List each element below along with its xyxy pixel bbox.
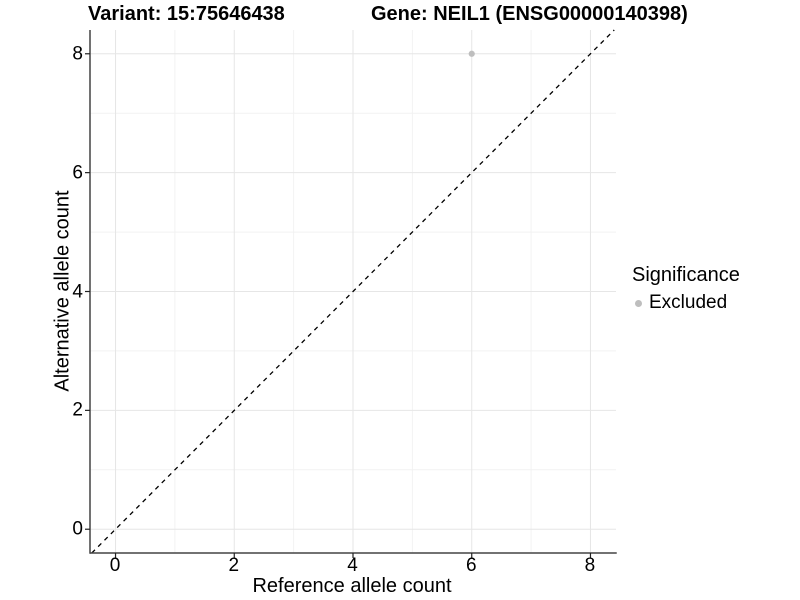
legend-item-excluded: Excluded bbox=[630, 292, 740, 314]
y-tick-label: 6 bbox=[72, 162, 83, 184]
x-tick-label: 4 bbox=[347, 555, 358, 576]
y-tick-label: 4 bbox=[72, 281, 83, 302]
data-point bbox=[468, 50, 475, 57]
y-axis-title: Alternative allele count bbox=[51, 190, 74, 392]
y-tick-label: 8 bbox=[72, 43, 83, 65]
legend: Significance Excluded bbox=[630, 264, 740, 314]
identity-reference-line bbox=[90, 29, 615, 554]
x-tick-label: 6 bbox=[465, 555, 477, 576]
x-tick-label: 8 bbox=[584, 555, 596, 576]
plot-title-gene: Gene: NEIL1 (ENSG00000140398) bbox=[371, 3, 688, 25]
plot-title-variant: Variant: 15:75646438 bbox=[88, 3, 285, 25]
plot-panel bbox=[84, 29, 617, 558]
x-tick-label: 2 bbox=[228, 555, 240, 576]
legend-key-dot-icon bbox=[635, 299, 642, 307]
y-tick-label: 2 bbox=[72, 399, 83, 421]
legend-item-label: Excluded bbox=[649, 292, 728, 313]
x-axis-title: Reference allele count bbox=[252, 575, 452, 597]
y-tick-label: 0 bbox=[72, 518, 83, 540]
legend-title: Significance bbox=[632, 264, 740, 286]
x-tick-label: 0 bbox=[109, 555, 121, 576]
